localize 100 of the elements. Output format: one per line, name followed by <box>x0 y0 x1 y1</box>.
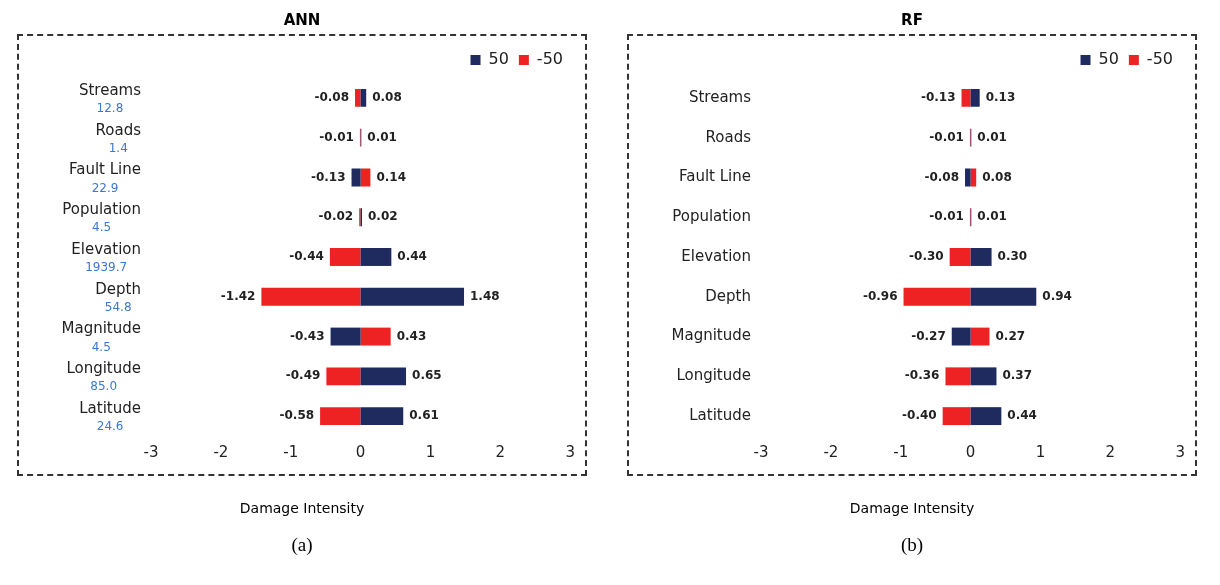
data-label: -0.13 <box>310 169 346 184</box>
text: (a) <box>291 534 313 556</box>
bar <box>942 407 971 426</box>
x-tick-label: -2 <box>213 442 229 461</box>
bar <box>360 168 371 187</box>
data-label: 0.30 <box>997 249 1028 264</box>
bar <box>360 88 367 107</box>
data-label: 0.01 <box>367 129 397 144</box>
x-tick-label: -3 <box>753 442 769 461</box>
data-label: 0.44 <box>397 249 427 264</box>
bar <box>261 287 361 306</box>
bar <box>961 88 971 107</box>
text: 85.0 <box>90 379 118 394</box>
data-label: 0.61 <box>409 408 439 423</box>
text: 4.5 <box>91 339 111 354</box>
bar <box>360 327 391 346</box>
y-tick-label: Roads <box>705 127 752 146</box>
data-label: -0.08 <box>924 169 960 184</box>
y-tick-label: Streams <box>78 80 142 99</box>
data-label: 0.65 <box>412 368 442 383</box>
data-label: -0.36 <box>904 368 940 383</box>
data-label: 0.08 <box>372 90 402 105</box>
y-tick-label: Elevation <box>681 246 751 265</box>
data-label: -0.43 <box>289 328 325 343</box>
y-tick-label: Latitude <box>689 406 751 424</box>
bar <box>970 367 997 386</box>
x-tick-label: 3 <box>565 442 575 461</box>
bar <box>360 367 407 386</box>
data-label: -0.02 <box>318 209 354 224</box>
data-label: 0.44 <box>1007 408 1037 423</box>
y-tick-label: Elevation <box>71 239 141 258</box>
data-label: -0.01 <box>319 129 354 144</box>
data-label: 1.48 <box>470 288 500 303</box>
text: 24.6 <box>96 419 124 434</box>
y-tick-label: Longitude <box>676 366 751 385</box>
y-tick-label: Fault Line <box>678 167 751 186</box>
data-label: -0.13 <box>920 90 956 105</box>
text: 1.4 <box>108 140 128 155</box>
chart-title: ANN <box>283 10 321 31</box>
data-label: -0.01 <box>929 209 964 224</box>
bar <box>326 367 361 386</box>
x-tick-label: 0 <box>355 442 366 461</box>
bar <box>970 327 990 346</box>
x-tick-label: 2 <box>495 442 506 461</box>
bar <box>360 407 404 426</box>
x-tick-label: -1 <box>283 442 299 461</box>
data-label: -0.27 <box>911 328 946 343</box>
legend-label: -50 <box>1146 49 1174 69</box>
x-tick-label: 1 <box>425 442 436 461</box>
y-tick-label: Magnitude <box>61 319 141 338</box>
text: 4.5 <box>92 220 112 235</box>
data-label: 0.08 <box>982 169 1012 184</box>
data-label: 0.94 <box>1042 288 1072 303</box>
x-axis-title: Damage Intensity <box>849 500 975 516</box>
legend-label: 50 <box>1098 49 1119 69</box>
data-label: 0.13 <box>985 90 1016 105</box>
data-label: 0.14 <box>376 169 407 184</box>
y-tick-label: Fault Line <box>68 160 141 179</box>
bar <box>903 287 971 306</box>
data-label: -0.08 <box>314 90 350 105</box>
y-tick-label: Population <box>672 207 751 226</box>
x-tick-label: 1 <box>1035 442 1046 461</box>
text: (b) <box>900 534 924 556</box>
data-label: -0.40 <box>902 408 937 423</box>
text: 54.8 <box>104 299 132 314</box>
data-label: -0.58 <box>279 408 315 423</box>
x-tick-label: -3 <box>143 442 159 461</box>
x-tick-label: 3 <box>1175 442 1185 461</box>
data-label: 0.37 <box>1002 368 1033 383</box>
x-tick-label: 0 <box>965 442 976 461</box>
bar <box>965 168 971 187</box>
bar <box>970 407 1002 426</box>
y-tick-label: Depth <box>95 279 141 298</box>
y-tick-label: Longitude <box>66 359 141 378</box>
text: 22.9 <box>91 180 119 195</box>
data-label: 0.01 <box>977 129 1007 144</box>
y-tick-label: Depth <box>705 286 751 305</box>
text: 1939.7 <box>85 260 128 275</box>
y-tick-label: Magnitude <box>671 326 751 345</box>
legend-label: 50 <box>488 49 509 69</box>
x-tick-label: -2 <box>823 442 839 461</box>
data-label: -0.30 <box>909 249 944 264</box>
data-label: -0.01 <box>929 129 964 144</box>
bar <box>360 248 392 266</box>
data-label: -0.96 <box>862 288 898 303</box>
data-label: -0.44 <box>289 249 324 264</box>
data-label: 0.01 <box>977 209 1007 224</box>
y-tick-label: Streams <box>688 87 752 106</box>
bar <box>945 367 971 386</box>
y-tick-label: Population <box>62 200 141 219</box>
data-label: -0.49 <box>285 368 321 383</box>
bar <box>351 168 361 187</box>
data-label: 0.02 <box>368 209 398 224</box>
bar <box>949 248 971 266</box>
legend-label: -50 <box>536 49 564 69</box>
x-tick-label: 2 <box>1105 442 1116 461</box>
bar <box>330 327 361 346</box>
text: 12.8 <box>96 101 124 116</box>
bar <box>970 287 1037 306</box>
bar <box>360 287 465 306</box>
